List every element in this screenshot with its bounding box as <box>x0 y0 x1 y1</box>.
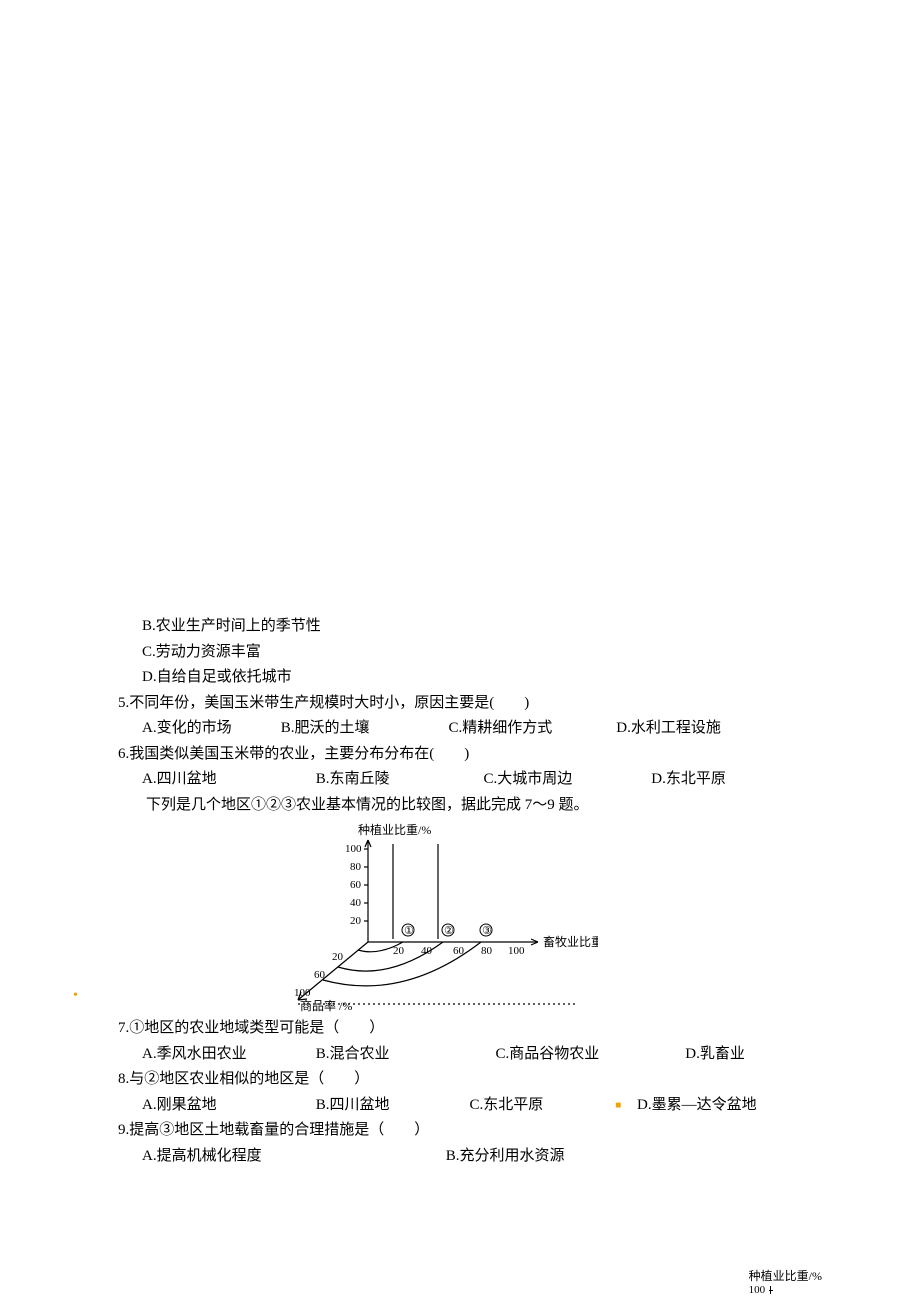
q5-c: C.精耕细作方式 <box>449 716 613 742</box>
q5-a: A.变化的市场 <box>142 716 277 742</box>
q6-a: A.四川盆地 <box>142 767 312 793</box>
q9-options: A.提高机械化程度 B.充分利用水资源 <box>118 1144 818 1170</box>
ytick-40: 40 <box>350 897 362 909</box>
q7-d: D.乳畜业 <box>685 1042 745 1068</box>
dtick-20: 20 <box>332 951 344 963</box>
q5-options: A.变化的市场 B.肥沃的土壤 C.精耕细作方式 D.水利工程设施 <box>118 716 818 742</box>
dtick-100: 100 <box>294 987 311 999</box>
option-d: D.自给自足或依托城市 <box>118 665 818 691</box>
q8-d: D.墨累—达令盆地 <box>637 1093 757 1119</box>
y-axis-label: 种植业比重/% <box>358 822 431 837</box>
xtick-100: 100 <box>508 945 525 957</box>
q8-a: A.刚果盆地 <box>142 1093 312 1119</box>
q8-c: C.东北平原 <box>470 1093 600 1119</box>
q5-stem: 5.不同年份，美国玉米带生产规模时大时小，原因主要是( ) <box>118 691 818 717</box>
q8-stem: 8.与②地区农业相似的地区是（ ） <box>118 1067 818 1093</box>
q7-stem: 7.①地区的农业地域类型可能是（ ） <box>118 1016 818 1042</box>
chart-svg: 种植业比重/% 100 80 60 40 20 畜牧业比重/% 20 <box>238 822 598 1012</box>
q7-b: B.混合农业 <box>316 1042 492 1068</box>
decoration-dot-icon: ■ <box>603 1097 633 1114</box>
marker-3-label: ③ <box>482 925 492 937</box>
ytick-80: 80 <box>350 861 362 873</box>
q6-c: C.大城市周边 <box>484 767 648 793</box>
q9-b: B.充分利用水资源 <box>446 1144 565 1170</box>
bottom-y-label: 种植业比重/% <box>749 1267 822 1284</box>
q8-options: A.刚果盆地 B.四川盆地 C.东北平原 ■ D.墨累—达令盆地 <box>118 1093 818 1119</box>
x-axis-label: 畜牧业比重/% <box>543 934 598 949</box>
decoration-dot-icon: • <box>73 984 78 1008</box>
xtick-80: 80 <box>481 945 493 957</box>
q8-b: B.四川盆地 <box>316 1093 466 1119</box>
q7-a: A.季风水田农业 <box>142 1042 312 1068</box>
intro-7-9: 下列是几个地区①②③农业基本情况的比较图，据此完成 7～9 题。 <box>118 793 818 819</box>
q6-options: A.四川盆地 B.东南丘陵 C.大城市周边 D.东北平原 <box>118 767 818 793</box>
option-b: B.农业生产时间上的季节性 <box>118 614 818 640</box>
q5-d: D.水利工程设施 <box>616 716 721 742</box>
diag-axis-label: 商品率 /% <box>300 998 352 1012</box>
dtick-60: 60 <box>314 969 326 981</box>
marker-1-label: ① <box>404 925 414 937</box>
ytick-20: 20 <box>350 915 362 927</box>
q7-options: A.季风水田农业 B.混合农业 C.商品谷物农业 D.乳畜业 <box>118 1042 818 1068</box>
q6-d: D.东北平原 <box>651 767 726 793</box>
comparison-chart: • 种植业比重/% 100 80 60 40 20 畜牧业比重/% <box>238 822 818 1012</box>
bottom-tick-100: 100 <box>749 1284 766 1296</box>
document-body: B.农业生产时间上的季节性 C.劳动力资源丰富 D.自给自足或依托城市 5.不同… <box>118 614 818 1169</box>
q5-b: B.肥沃的土壤 <box>281 716 445 742</box>
q9-a: A.提高机械化程度 <box>142 1144 442 1170</box>
marker-2-label: ② <box>444 925 454 937</box>
ytick-60: 60 <box>350 879 362 891</box>
option-c: C.劳动力资源丰富 <box>118 640 818 666</box>
q9-stem: 9.提高③地区土地载畜量的合理措施是（ ） <box>118 1118 818 1144</box>
q6-stem: 6.我国类似美国玉米带的农业，主要分布分布在( ) <box>118 742 818 768</box>
bottom-tick-mark <box>769 1287 773 1291</box>
bottom-chart-fragment: 种植业比重/% 100 <box>749 1267 822 1296</box>
q6-b: B.东南丘陵 <box>316 767 480 793</box>
q7-c: C.商品谷物农业 <box>496 1042 682 1068</box>
ytick-100: 100 <box>345 843 362 855</box>
